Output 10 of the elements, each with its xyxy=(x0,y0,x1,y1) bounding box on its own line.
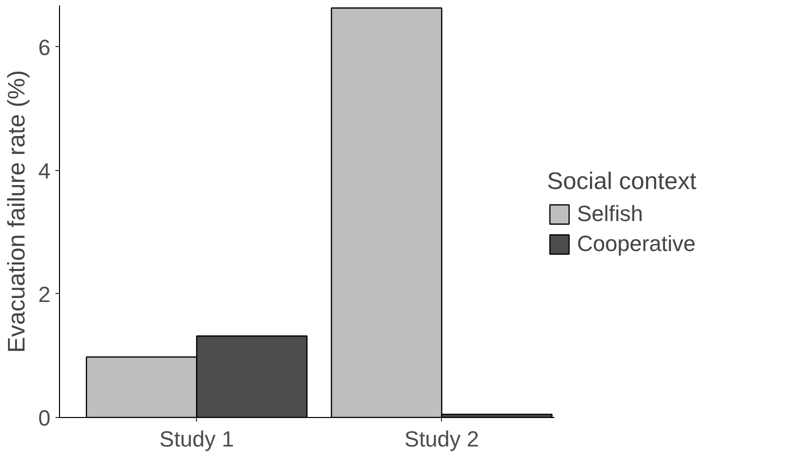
y-tick-label: 6 xyxy=(38,34,51,60)
y-tick-label: 4 xyxy=(38,158,51,184)
legend-label: Selfish xyxy=(577,201,644,227)
legend-label: Cooperative xyxy=(577,231,696,257)
y-tick-label: 2 xyxy=(38,282,51,307)
x-tick-label: Study 1 xyxy=(159,426,234,452)
legend-title: Social context xyxy=(547,168,696,196)
y-axis-title: Evacuation failure rate (%) xyxy=(3,70,30,353)
x-tick-label: Study 2 xyxy=(404,426,480,452)
y-tick-label: 0 xyxy=(38,406,51,430)
